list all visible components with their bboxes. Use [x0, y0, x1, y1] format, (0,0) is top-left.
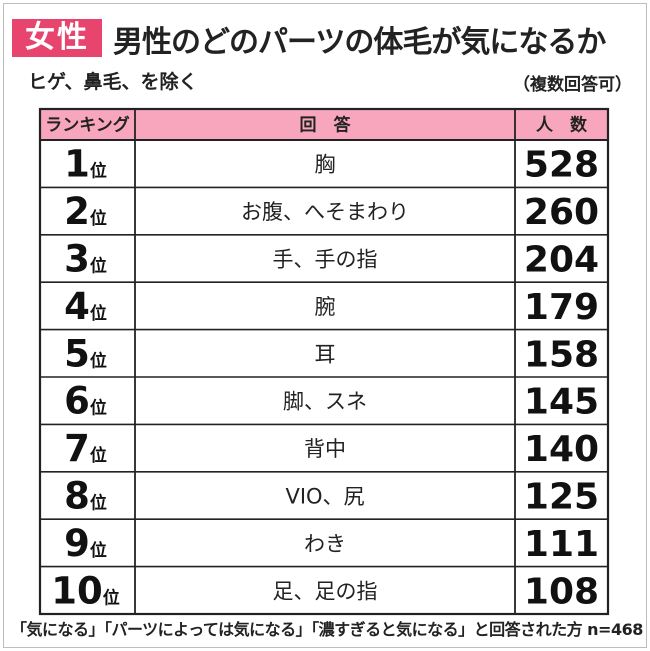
rank-number: 9 [64, 522, 90, 565]
answer-cell: わき [304, 532, 346, 556]
answer-cell: 胸 [315, 153, 336, 177]
rank-number: 7 [64, 427, 90, 470]
column-header: 人 数 [536, 115, 588, 136]
rank-suffix: 位 [103, 587, 120, 608]
rank-suffix: 位 [90, 398, 107, 419]
rank-suffix: 位 [90, 208, 107, 229]
rank-suffix: 位 [90, 303, 107, 324]
count-cell: 140 [524, 429, 599, 470]
count-cell: 260 [524, 192, 599, 233]
answer-cell: VIO、尻 [285, 485, 364, 509]
column-header: 回 答 [300, 115, 352, 136]
rank-number: 2 [64, 190, 90, 233]
rank-number: 10 [51, 569, 103, 612]
count-cell: 528 [524, 145, 599, 186]
rank-suffix: 位 [90, 256, 107, 277]
rank-label: 4位 [64, 285, 107, 328]
rank-suffix: 位 [90, 493, 107, 514]
rank-suffix: 位 [90, 161, 107, 182]
rank-number: 1 [64, 143, 90, 186]
chart-title: 男性のどのパーツの体毛が気になるか [113, 25, 606, 60]
rank-number: 5 [64, 332, 90, 375]
table-border [38, 107, 610, 616]
rank-number: 4 [64, 285, 90, 328]
multiple-answer-note: （複数回答可） [513, 75, 632, 95]
count-cell: 111 [524, 524, 599, 565]
count-cell: 204 [524, 240, 599, 281]
footer-note: 「気になる」「パーツによっては気になる」「濃すぎると気になる」と回答された方 n… [11, 620, 643, 639]
rank-suffix: 位 [90, 350, 107, 371]
answer-cell: 背中 [304, 437, 346, 461]
rank-label: 10位 [51, 569, 120, 612]
answer-cell: 腕 [315, 295, 336, 319]
count-cell: 145 [524, 382, 599, 423]
count-cell: 158 [524, 334, 599, 375]
rank-number: 3 [64, 238, 90, 281]
rank-label: 5位 [64, 332, 107, 375]
answer-cell: 耳 [315, 342, 336, 366]
answer-cell: お腹、へそまわり [241, 200, 409, 224]
rank-number: 8 [64, 475, 90, 518]
rank-label: 7位 [64, 427, 107, 470]
rank-label: 3位 [64, 238, 107, 281]
rank-suffix: 位 [90, 445, 107, 466]
answer-cell: 足、足の指 [273, 579, 378, 603]
rank-label: 1位 [64, 143, 107, 186]
count-cell: 108 [524, 571, 599, 612]
answer-cell: 手、手の指 [273, 248, 378, 272]
count-cell: 179 [524, 287, 599, 328]
rank-label: 8位 [64, 475, 107, 518]
answer-cell: 脚、スネ [283, 390, 367, 414]
rank-number: 6 [64, 380, 90, 423]
rank-label: 9位 [64, 522, 107, 565]
chart-subtitle: ヒゲ、鼻毛、を除く [28, 71, 198, 93]
rank-label: 2位 [64, 190, 107, 233]
gender-badge: 女性 [12, 19, 102, 57]
column-header: ランキング [45, 115, 130, 136]
rank-label: 6位 [64, 380, 107, 423]
count-cell: 125 [524, 477, 599, 518]
rank-suffix: 位 [90, 540, 107, 561]
